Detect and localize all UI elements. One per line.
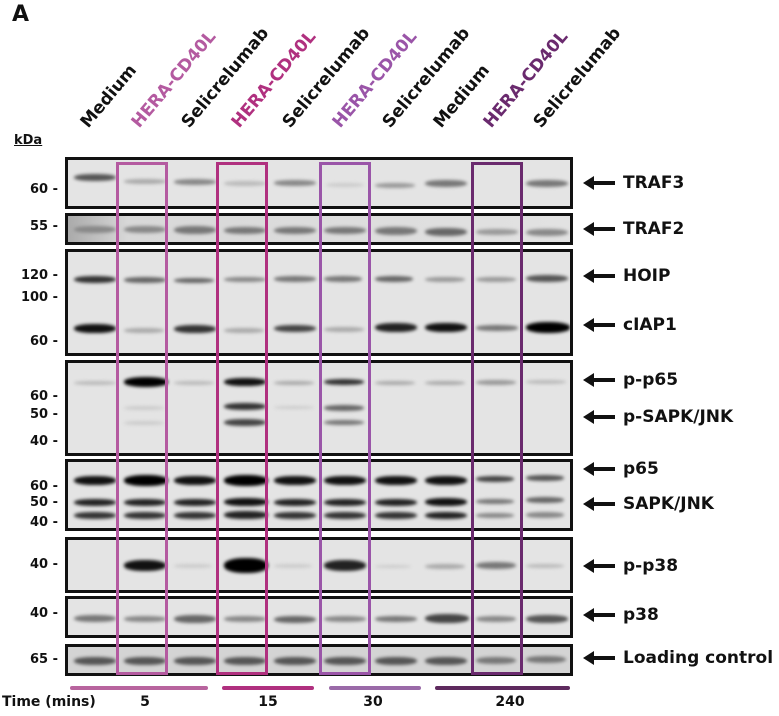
time-label-30: 30 — [363, 694, 383, 710]
mw-marker: 60 - — [29, 389, 58, 404]
time-label-15: 15 — [258, 694, 278, 710]
mw-marker: 55 - — [29, 219, 58, 234]
time-bar-240 — [435, 686, 570, 690]
blot-p-p65-p-sapk — [65, 360, 573, 456]
blot-p38 — [65, 596, 573, 638]
arrow-left-icon — [583, 651, 615, 665]
mw-marker: 60 - — [29, 479, 58, 494]
arrow-left-icon — [583, 410, 615, 424]
target-p38: p38 — [583, 605, 659, 625]
time-bar-5 — [70, 686, 208, 690]
target-p-sapk-jnk: p-SAPK/JNK — [583, 407, 733, 427]
target-p-p65: p-p65 — [583, 370, 678, 390]
blot-traf3 — [65, 157, 573, 209]
blot-traf2 — [65, 213, 573, 245]
mw-marker: 40 - — [29, 515, 58, 530]
lane-label-9: HERA-CD40L — [479, 27, 573, 132]
mw-marker: 65 - — [29, 652, 58, 667]
arrow-left-icon — [583, 608, 615, 622]
panel-letter: A — [12, 2, 30, 27]
arrow-left-icon — [583, 318, 615, 332]
arrow-left-icon — [583, 176, 615, 190]
blot-p65-sapk — [65, 459, 573, 531]
mw-marker: 100 - — [20, 290, 58, 305]
arrow-left-icon — [583, 373, 615, 387]
mw-marker: 40 - — [29, 434, 58, 449]
blot-p-p38 — [65, 537, 573, 593]
arrow-left-icon — [583, 497, 615, 511]
blot-hoip-ciap1 — [65, 249, 573, 356]
time-label-240: 240 — [495, 694, 525, 710]
arrow-left-icon — [583, 269, 615, 283]
mw-marker: 50 - — [29, 495, 58, 510]
arrow-left-icon — [583, 559, 615, 573]
mw-marker: 40 - — [29, 557, 58, 572]
target-p-p38: p-p38 — [583, 556, 678, 576]
arrow-left-icon — [583, 222, 615, 236]
arrow-left-icon — [583, 462, 615, 476]
lane-label-10: Selicrelumab — [529, 23, 626, 132]
target-sapk-jnk: SAPK/JNK — [583, 494, 714, 514]
blot-loading-control — [65, 644, 573, 676]
time-axis-label: Time (mins) — [2, 694, 96, 710]
mw-marker: 60 - — [29, 182, 58, 197]
lane-label-2: HERA-CD40L — [127, 27, 221, 132]
time-bar-30 — [329, 686, 421, 690]
mw-marker: 60 - — [29, 334, 58, 349]
target-p65: p65 — [583, 459, 659, 479]
mw-marker: 50 - — [29, 407, 58, 422]
time-label-5: 5 — [140, 694, 150, 710]
lane-label-7: Selicrelumab — [378, 23, 475, 132]
lane-label-3: Selicrelumab — [177, 23, 274, 132]
target-ciap1: cIAP1 — [583, 315, 677, 335]
target-loading-control: Loading control — [583, 648, 773, 668]
target-traf3: TRAF3 — [583, 173, 684, 193]
kda-label: kDa — [14, 133, 43, 148]
time-bar-15 — [222, 686, 314, 690]
target-traf2: TRAF2 — [583, 219, 684, 239]
target-hoip: HOIP — [583, 266, 670, 286]
mw-marker: 40 - — [29, 606, 58, 621]
mw-marker: 120 - — [20, 268, 58, 283]
